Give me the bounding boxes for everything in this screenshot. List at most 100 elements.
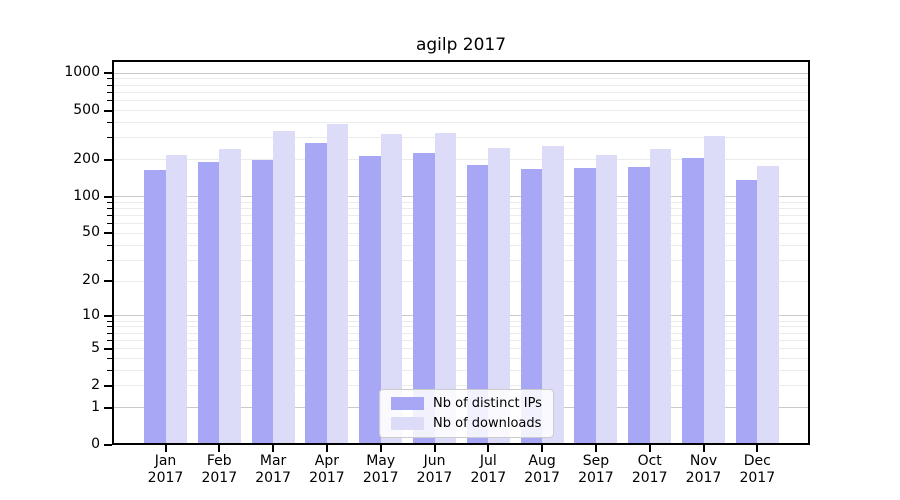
gridline-minor: [112, 369, 810, 371]
x-tick-label-nov: Nov 2017: [676, 453, 732, 487]
x-tick: [648, 445, 651, 452]
gridline-minor: [112, 159, 810, 161]
bar-jun-distinct-ips: [413, 153, 435, 445]
bar-dec-downloads: [757, 165, 779, 445]
y-tick-minor: [107, 121, 112, 123]
gridline-minor: [112, 232, 810, 234]
y-tick-minor: [107, 339, 112, 341]
y-tick-major: [104, 384, 112, 387]
x-tick-year: 2017: [578, 470, 614, 486]
legend-entry-downloads: Nb of downloads: [391, 416, 542, 431]
x-tick-year: 2017: [416, 470, 453, 486]
y-tick-label: 1000: [64, 64, 100, 81]
x-tick: [541, 445, 544, 452]
gridline-minor: [112, 280, 810, 282]
bar-nov-distinct-ips: [682, 157, 704, 445]
gridline-minor: [112, 121, 810, 123]
legend-label-downloads: Nb of downloads: [433, 416, 542, 431]
bar-mar-distinct-ips: [251, 160, 274, 445]
bar-jan-distinct-ips: [144, 169, 166, 445]
y-tick-minor: [107, 78, 112, 80]
x-tick-year: 2017: [685, 470, 722, 486]
bar-feb-distinct-ips: [197, 162, 220, 445]
gridline-minor: [112, 339, 810, 341]
bar-sep-distinct-ips: [574, 168, 596, 445]
bar-apr-downloads: [326, 124, 349, 445]
x-tick-label-mar: Mar 2017: [245, 453, 301, 487]
bar-jul-downloads: [488, 147, 510, 445]
x-tick-label-dec: Dec 2017: [729, 453, 785, 487]
y-tick-minor: [107, 201, 112, 203]
x-tick: [325, 445, 328, 452]
x-tick-label-jun: Jun 2017: [407, 453, 463, 487]
y-tick-minor: [107, 100, 112, 102]
gridline-minor: [112, 78, 810, 80]
gridline-minor: [112, 326, 810, 328]
x-tick-year: 2017: [524, 470, 560, 486]
y-tick-label: 500: [73, 101, 100, 118]
bar-oct-downloads: [649, 149, 672, 445]
x-tick-year: 2017: [255, 470, 291, 486]
y-tick-minor: [107, 332, 112, 334]
y-tick-major: [104, 72, 112, 75]
gridline-minor: [112, 320, 810, 322]
bar-aug-distinct-ips: [520, 168, 543, 445]
y-tick-minor: [107, 215, 112, 217]
bar-mar-downloads: [273, 130, 295, 445]
y-tick-minor: [107, 244, 112, 246]
y-tick-label: 50: [82, 224, 100, 241]
x-tick: [594, 445, 597, 452]
y-tick-minor: [107, 320, 112, 322]
gridline-minor: [112, 259, 810, 261]
x-tick-year: 2017: [147, 470, 184, 486]
gridline-minor: [112, 357, 810, 359]
gridline-major: [112, 72, 810, 74]
x-tick: [433, 445, 436, 452]
y-tick-major: [104, 195, 112, 198]
bar-may-downloads: [380, 134, 403, 445]
y-tick-label: 100: [73, 187, 100, 204]
x-tick-label-feb: Feb 2017: [191, 453, 247, 487]
y-tick-major: [104, 444, 112, 446]
x-tick: [702, 445, 705, 452]
gridline-minor: [112, 137, 810, 139]
y-tick-label: 20: [82, 272, 100, 289]
y-tick-label: 0: [91, 436, 100, 452]
gridline-minor: [112, 223, 810, 225]
gridline-minor: [112, 201, 810, 203]
y-tick-minor: [107, 223, 112, 225]
gridline-minor: [112, 332, 810, 334]
legend-swatch-distinct-ips: [391, 397, 424, 410]
x-tick-label-aug: Aug 2017: [514, 453, 570, 487]
gridline-minor: [112, 110, 810, 111]
bar-dec-distinct-ips: [735, 179, 758, 445]
gridline-major: [112, 196, 810, 198]
bottom-spine: [112, 443, 810, 445]
y-tick-label: 200: [73, 150, 100, 167]
gridline-minor: [112, 84, 810, 86]
x-tick: [272, 445, 275, 452]
x-tick-year: 2017: [309, 470, 345, 486]
bar-jun-downloads: [434, 132, 456, 445]
y-tick-minor: [107, 137, 112, 139]
left-spine: [112, 60, 114, 445]
x-tick-year: 2017: [739, 470, 776, 486]
gridline-minor: [112, 385, 810, 387]
bar-jan-downloads: [165, 155, 187, 445]
plot-area: Nb of distinct IPs Nb of downloads: [104, 60, 810, 452]
x-tick-year: 2017: [201, 470, 238, 486]
x-tick-year: 2017: [631, 470, 668, 486]
bar-may-distinct-ips: [359, 155, 381, 445]
gridline-minor: [112, 348, 810, 350]
y-tick-minor: [107, 326, 112, 328]
legend: Nb of distinct IPs Nb of downloads: [379, 389, 554, 438]
y-tick-major: [104, 280, 112, 283]
y-tick-major: [104, 406, 112, 409]
legend-label-distinct-ips: Nb of distinct IPs: [433, 396, 542, 411]
x-tick-label-oct: Oct 2017: [622, 453, 678, 487]
x-tick-label-sep: Sep 2017: [568, 453, 624, 487]
x-tick-year: 2017: [362, 470, 399, 486]
x-tick-label-jul: Jul 2017: [460, 453, 516, 487]
y-tick-minor: [107, 84, 112, 86]
bar-sep-downloads: [595, 154, 618, 445]
